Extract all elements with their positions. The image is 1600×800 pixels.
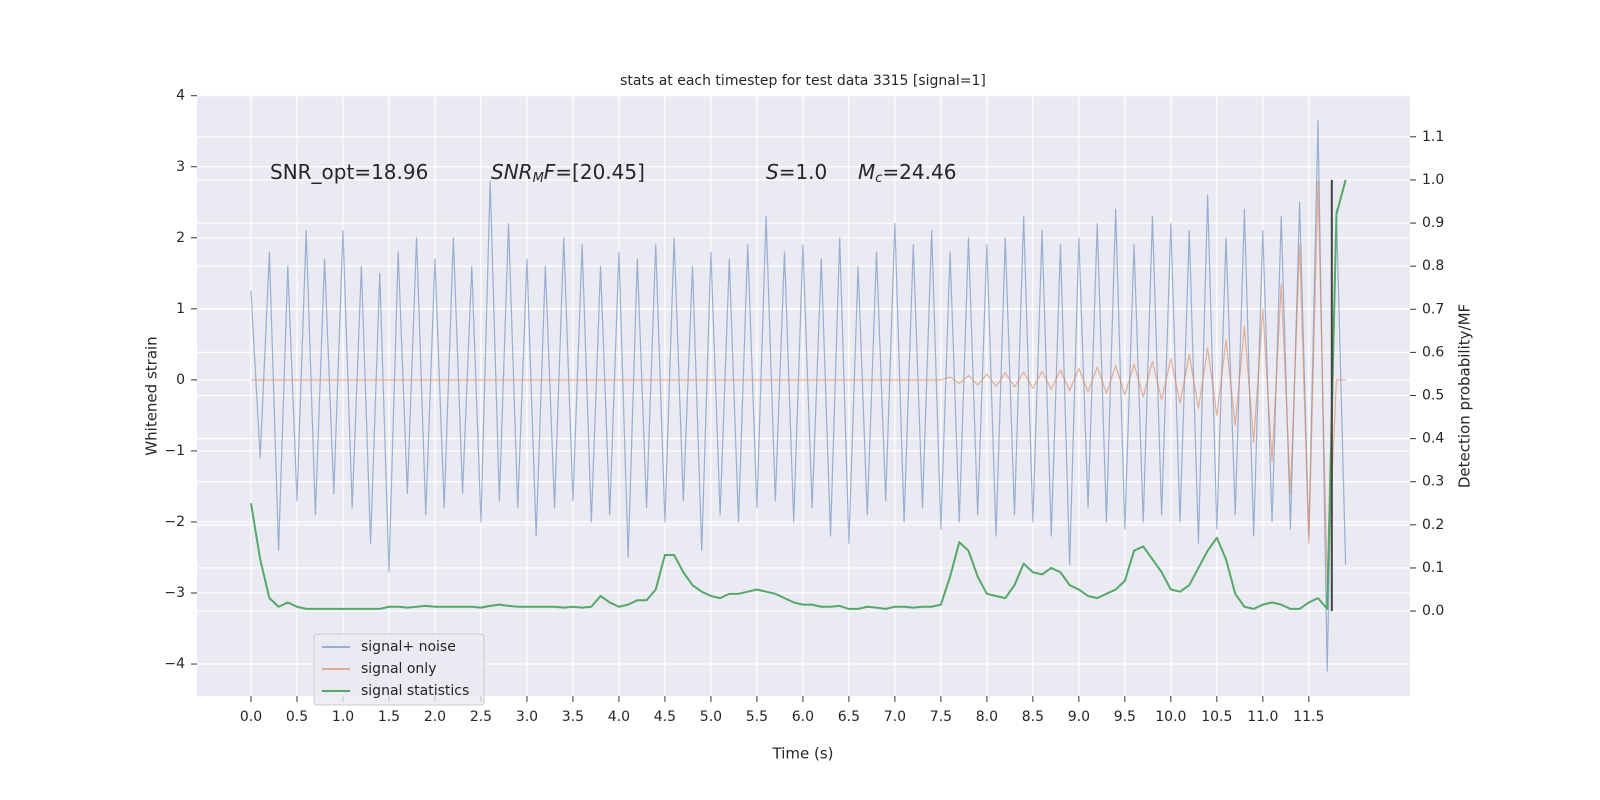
y-axis-label: Whitened strain — [143, 336, 161, 455]
y2-tick-label: 0.1 — [1422, 560, 1444, 576]
y-tick-label: 2 — [176, 230, 185, 246]
marks — [250, 119, 1347, 672]
y2-tick-label: 0.7 — [1422, 301, 1444, 317]
x-tick-label: 1.5 — [378, 709, 400, 725]
y2-tick-label: 0.5 — [1422, 388, 1444, 404]
y-tick-label: −2 — [164, 514, 185, 530]
y2-tick-label: 0.9 — [1422, 215, 1444, 231]
y2-tick-label: 0.2 — [1422, 517, 1444, 533]
x-tick-label: 11.5 — [1293, 709, 1324, 725]
annotation-part: SNR — [491, 160, 533, 184]
y-tick-label: 3 — [176, 159, 185, 175]
annotation: SNR_opt=18.96 — [270, 160, 428, 184]
y-tick-label: 4 — [176, 88, 185, 104]
x-tick-label: 0.0 — [240, 709, 262, 725]
x-tick-label: 5.5 — [746, 709, 768, 725]
y2-tick-label: 0.4 — [1422, 431, 1444, 447]
x-tick-label: 1.0 — [332, 709, 354, 725]
y2-tick-label: 0.3 — [1422, 474, 1444, 490]
legend-label: signal only — [361, 661, 436, 677]
y2-tick-label: 0.8 — [1422, 258, 1444, 274]
x-tick-label: 10.5 — [1201, 709, 1232, 725]
annotation-part: c — [875, 171, 882, 186]
annotation-part: F — [544, 160, 556, 184]
legend-label: signal statistics — [361, 683, 469, 699]
chart-title: stats at each timestep for test data 331… — [620, 73, 986, 89]
y2-tick-label: 0.0 — [1422, 603, 1444, 619]
y-tick-label: 0 — [176, 372, 185, 388]
y2-tick-label: 0.6 — [1422, 344, 1444, 360]
x-tick-label: 3.0 — [516, 709, 538, 725]
x-tick-label: 8.5 — [1022, 709, 1044, 725]
annotation-part: SNR_opt=18.96 — [270, 160, 428, 184]
annotation: S=1.0 — [766, 160, 827, 184]
x-tick-label: 4.5 — [654, 709, 676, 725]
y2-tick-label: 1.0 — [1422, 172, 1444, 188]
x-tick-label: 8.0 — [976, 709, 998, 725]
annotation-part: =24.46 — [882, 160, 956, 184]
y-tick-label: −4 — [164, 656, 185, 672]
y2-axis-label: Detection probability/MF — [1456, 304, 1474, 488]
x-tick-label: 0.5 — [286, 709, 308, 725]
y-tick-label: 1 — [176, 301, 185, 317]
annotation-part: M — [533, 171, 544, 186]
series-line — [250, 180, 1346, 587]
x-tick-label: 9.0 — [1068, 709, 1090, 725]
x-axis-label: Time (s) — [772, 745, 834, 763]
legend-box — [313, 633, 485, 706]
series-line — [250, 179, 1347, 610]
annotation-part: =1.0 — [779, 160, 828, 184]
x-tick-label: 7.5 — [930, 709, 952, 725]
annotation-part: S — [766, 160, 779, 184]
x-tick-label: 2.0 — [424, 709, 446, 725]
y2-tick-label: 1.1 — [1422, 129, 1444, 145]
annotation: SNRMF=[20.45] — [491, 160, 645, 186]
y-tick-label: −1 — [164, 443, 185, 459]
annotation: Mc=24.46 — [858, 160, 956, 186]
x-tick-label: 7.0 — [884, 709, 906, 725]
x-tick-label: 2.5 — [470, 709, 492, 725]
x-tick-label: 6.0 — [792, 709, 814, 725]
x-tick-label: 10.0 — [1155, 709, 1186, 725]
annotation-part: =[20.45] — [555, 160, 645, 184]
series-line — [250, 119, 1347, 672]
x-tick-label: 9.5 — [1114, 709, 1136, 725]
y-tick-label: −3 — [164, 585, 185, 601]
x-tick-label: 6.5 — [838, 709, 860, 725]
x-tick-label: 3.5 — [562, 709, 584, 725]
annotation-part: M — [858, 160, 875, 184]
x-tick-label: 5.0 — [700, 709, 722, 725]
x-tick-label: 4.0 — [608, 709, 630, 725]
x-tick-label: 11.0 — [1247, 709, 1278, 725]
legend-label: signal+ noise — [361, 639, 456, 655]
